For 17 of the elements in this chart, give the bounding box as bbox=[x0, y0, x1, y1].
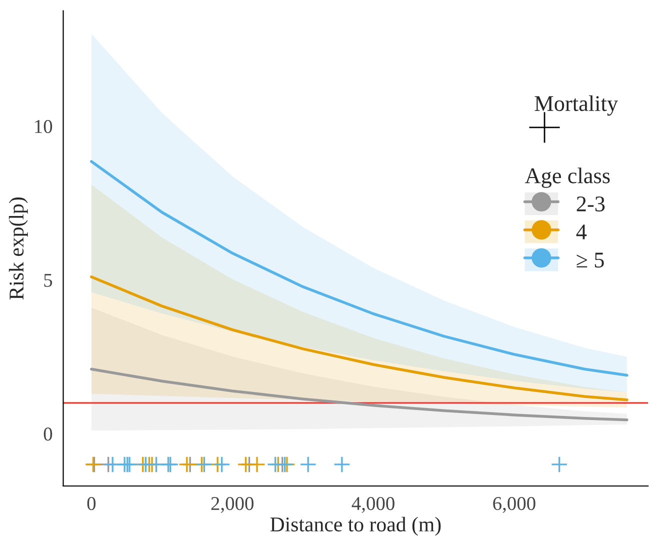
x-tick-label: 6,000 bbox=[493, 496, 536, 513]
line-series bbox=[90, 275, 628, 402]
line-series bbox=[90, 368, 628, 422]
legend-label: ≥ 5 bbox=[576, 252, 604, 268]
legend-title: Age class bbox=[524, 168, 610, 188]
line-series bbox=[90, 160, 628, 377]
x-tick-label: 4,000 bbox=[352, 496, 394, 513]
y-tick-label: 10 bbox=[35, 120, 52, 134]
x-tick-label: 2,000 bbox=[211, 496, 254, 513]
x-axis-title: Distance to road (m) bbox=[270, 516, 441, 536]
y-tick-label: 0 bbox=[44, 428, 52, 441]
y-tick-label: 5 bbox=[44, 274, 52, 287]
annotation: Mortality bbox=[534, 95, 618, 116]
legend-label: 4 bbox=[576, 224, 587, 240]
x-tick-label: 0 bbox=[87, 496, 96, 510]
y-axis-title: Risk exp(lp) bbox=[8, 198, 28, 300]
legend-label: 2-3 bbox=[576, 196, 605, 212]
